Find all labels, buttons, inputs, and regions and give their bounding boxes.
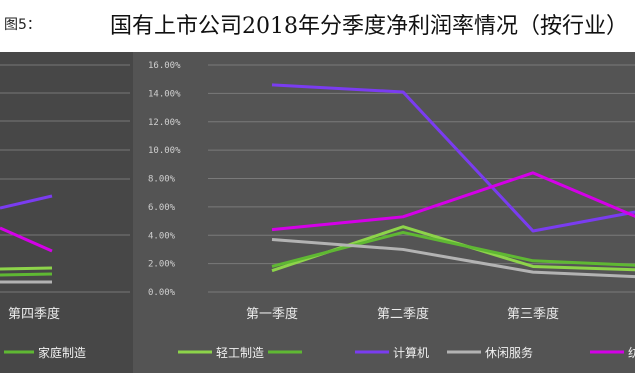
left-series-green — [0, 266, 53, 271]
gridlines — [208, 64, 635, 293]
y-tick-label: 14.00% — [148, 89, 181, 99]
figure-number: 图5： — [4, 17, 41, 33]
y-tick-label: 16.00% — [148, 61, 181, 71]
x-tick-label: 第二季度 — [377, 306, 429, 322]
left-chart-fragment: 第四季度 家庭制造 — [0, 64, 130, 360]
chart-title: 国有上市公司2018年分季度净利润率情况（按行业） — [110, 14, 628, 39]
y-tick-label: 0.00% — [148, 288, 176, 298]
legend-label: 轻工制造 — [216, 346, 264, 360]
series-line-3 — [271, 238, 635, 279]
series-line-2 — [271, 83, 635, 233]
y-tick-label: 4.00% — [148, 231, 176, 241]
left-legend-label: 家庭制造 — [38, 345, 86, 360]
y-tick-label: 6.00% — [148, 203, 176, 213]
left-chart-panel — [0, 52, 133, 373]
x-axis-ticks: 第一季度 第二季度 第三季度 — [246, 306, 559, 322]
series-line-4 — [271, 171, 635, 232]
series-lines — [271, 83, 635, 279]
left-category-label: 第四季度 — [8, 306, 60, 322]
y-tick-label: 2.00% — [148, 260, 176, 270]
x-tick-label: 第一季度 — [246, 306, 298, 322]
y-axis-ticks: 0.00% 2.00% 4.00% 6.00% 8.00% 10.00% 12.00% 14.… — [148, 61, 181, 298]
legend-label: 计算机 — [393, 345, 429, 360]
plot-area — [133, 52, 635, 373]
y-tick-label: 10.00% — [148, 146, 181, 156]
legend: 轻工制造 计算机 休闲服务 纺织服装 — [178, 345, 635, 360]
title-bar: 图5： 国有上市公司2018年分季度净利润率情况（按行业） — [0, 0, 635, 52]
y-tick-label: 8.00% — [148, 175, 176, 185]
left-series-magenta — [0, 226, 53, 253]
left-series-purple — [0, 194, 53, 210]
series-line-1 — [271, 230, 635, 268]
legend-label: 纺织服装 — [628, 346, 635, 360]
left-series-green-dark — [0, 272, 53, 277]
x-tick-label: 第三季度 — [507, 306, 559, 322]
y-tick-label: 12.00% — [148, 118, 181, 128]
legend-label: 休闲服务 — [485, 345, 533, 360]
